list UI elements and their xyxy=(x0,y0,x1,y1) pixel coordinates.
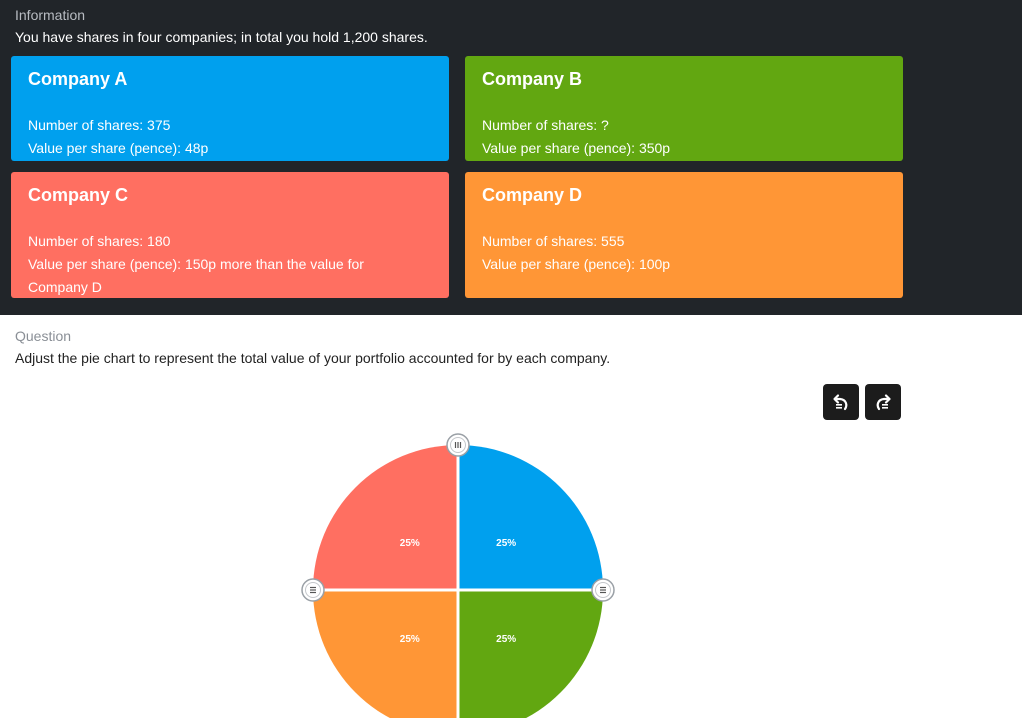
company-c-value-cont: Company D xyxy=(28,279,102,295)
company-b-shares: Number of shares: ? xyxy=(482,117,609,133)
company-c-card: Company C Number of shares: 180 Value pe… xyxy=(11,172,449,298)
pie-slice-company-b xyxy=(458,590,603,718)
pie-slice-company-a xyxy=(458,445,603,590)
company-d-card: Company D Number of shares: 555 Value pe… xyxy=(465,172,903,298)
pie-slice-label: 25% xyxy=(496,634,516,645)
pie-slice-label: 25% xyxy=(400,634,420,645)
undo-button[interactable] xyxy=(823,384,859,420)
company-a-title: Company A xyxy=(28,69,128,89)
pie-drag-handle[interactable] xyxy=(446,433,470,457)
company-a-shares: Number of shares: 375 xyxy=(28,117,171,133)
pie-drag-handle[interactable] xyxy=(591,578,615,602)
information-text: You have shares in four companies; in to… xyxy=(15,29,428,45)
pie-slice-company-c xyxy=(313,445,458,590)
question-text: Adjust the pie chart to represent the to… xyxy=(15,350,611,366)
company-b-card: Company B Number of shares: ? Value per … xyxy=(465,56,903,161)
question-heading: Question xyxy=(15,328,72,344)
company-a-value: Value per share (pence): 48p xyxy=(28,140,209,156)
pie-slice-label: 25% xyxy=(400,538,420,549)
company-c-shares: Number of shares: 180 xyxy=(28,233,171,249)
company-d-value: Value per share (pence): 100p xyxy=(482,256,671,272)
company-d-title: Company D xyxy=(482,185,583,205)
company-b-title: Company B xyxy=(482,69,583,89)
company-c-value: Value per share (pence): 150p more than … xyxy=(28,256,364,272)
pie-slice-label: 25% xyxy=(496,538,516,549)
company-a-card: Company A Number of shares: 375 Value pe… xyxy=(11,56,449,161)
information-panel: Information You have shares in four comp… xyxy=(0,0,1022,315)
information-heading: Information xyxy=(15,7,86,23)
pie-slice-company-d xyxy=(313,590,458,718)
redo-icon xyxy=(876,394,891,411)
company-b-value: Value per share (pence): 350p xyxy=(482,140,671,156)
redo-button[interactable] xyxy=(865,384,901,420)
pie-drag-handle[interactable] xyxy=(301,578,325,602)
company-d-shares: Number of shares: 555 xyxy=(482,233,625,249)
portfolio-pie-chart[interactable]: 25% 25% 25% 25% xyxy=(0,380,1022,718)
undo-icon xyxy=(833,394,848,411)
company-c-title: Company C xyxy=(28,185,129,205)
